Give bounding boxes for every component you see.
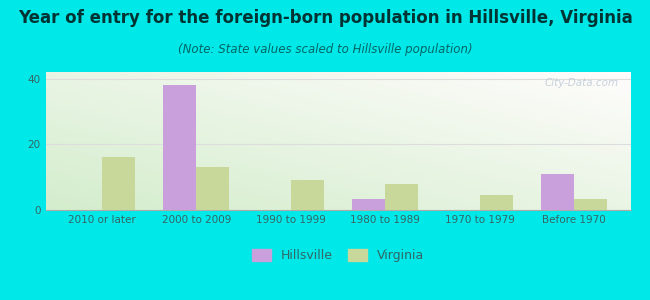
Bar	[480, 195, 513, 210]
Bar	[163, 85, 196, 210]
Bar	[352, 199, 385, 210]
Bar	[574, 199, 607, 210]
Bar	[291, 180, 324, 210]
Bar	[541, 174, 574, 210]
Text: (Note: State values scaled to Hillsville population): (Note: State values scaled to Hillsville…	[177, 44, 473, 56]
Text: City-Data.com: City-Data.com	[545, 77, 619, 88]
Bar	[196, 167, 229, 210]
Text: Year of entry for the foreign-born population in Hillsville, Virginia: Year of entry for the foreign-born popul…	[18, 9, 632, 27]
Legend: Hillsville, Virginia: Hillsville, Virginia	[247, 244, 429, 267]
Bar	[102, 158, 135, 210]
Bar	[385, 184, 418, 210]
